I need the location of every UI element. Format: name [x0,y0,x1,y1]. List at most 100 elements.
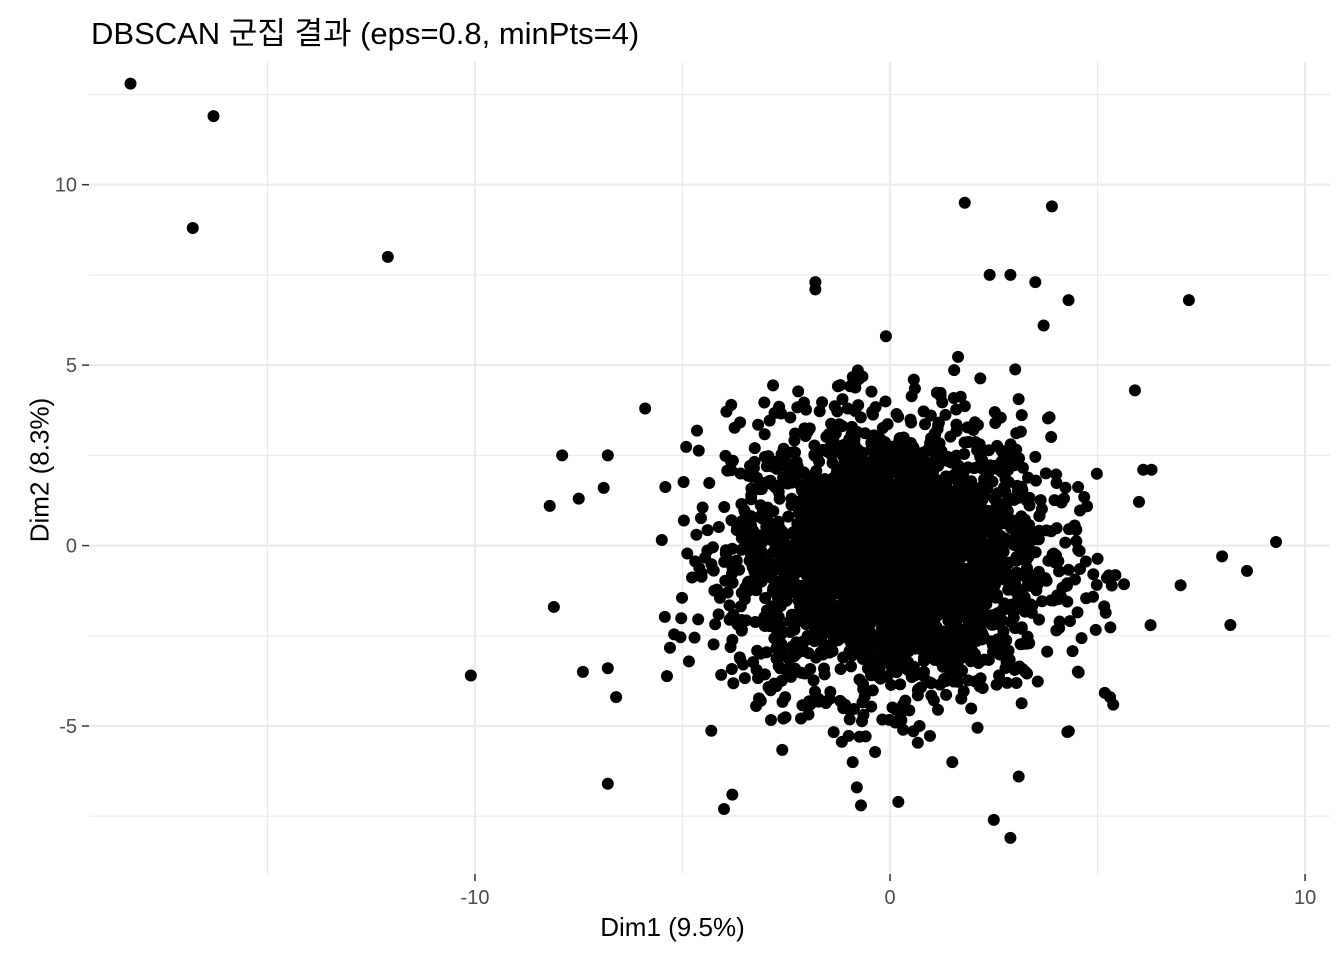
cluster-point [932,418,945,431]
cluster-point [881,506,894,519]
cluster-point [870,552,883,565]
cluster-point [856,597,869,610]
cluster-point [936,396,949,409]
cluster-point [675,612,688,625]
cluster-point [899,694,912,707]
cluster-point [952,350,965,363]
cluster-point [1045,430,1058,443]
cluster-point [875,562,888,575]
cluster-point [764,714,777,727]
cluster-point [682,655,695,668]
cluster-point [924,584,937,597]
cluster-point [735,623,748,636]
cluster-point [1009,622,1022,635]
cluster-point [725,398,738,411]
cluster-point [817,528,830,541]
cluster-point [808,630,821,643]
cluster-point [894,479,907,492]
cluster-point [758,428,771,441]
cluster-point [838,571,851,584]
cluster-point [751,644,764,657]
data-point [983,268,996,281]
cluster-point [658,610,671,623]
cluster-point [1073,545,1086,558]
cluster-point [1001,676,1014,689]
cluster-point [965,702,978,715]
cluster-point [1104,621,1117,634]
cluster-point [1014,425,1027,438]
cluster-point [902,532,915,545]
cluster-point [972,581,985,594]
cluster-point [1034,494,1047,507]
cluster-point [991,607,1004,620]
cluster-point [1066,645,1079,658]
data-point [601,662,614,675]
cluster-point [1016,461,1029,474]
cluster-point [858,690,871,703]
cluster-point [954,390,967,403]
data-point [987,813,1000,826]
cluster-point [1028,533,1041,546]
cluster-point [918,665,931,678]
data-point [846,756,859,769]
cluster-point [978,473,991,486]
y-axis-label: Dim2 (8.3%) [24,397,55,543]
cluster-point [821,495,834,508]
cluster-point [881,418,894,431]
cluster-point [757,572,770,585]
data-point [1062,294,1075,307]
cluster-point [976,485,989,498]
y-tick-label: 5 [66,355,77,377]
cluster-point [762,507,775,520]
cluster-point [969,436,982,449]
cluster-point [752,672,765,685]
cluster-point [940,688,953,701]
cluster-point [924,409,937,422]
cluster-point [800,566,813,579]
cluster-point [905,640,918,653]
cluster-point [978,653,991,666]
cluster-point [944,430,957,443]
cluster-point [907,660,920,673]
cluster-point [1050,476,1063,489]
cluster-point [960,589,973,602]
cluster-point [1050,522,1063,535]
cluster-point [1144,619,1157,632]
cluster-point [781,477,794,490]
cluster-point [990,589,1003,602]
cluster-point [712,608,725,621]
cluster-point [1047,594,1060,607]
cluster-point [897,723,910,736]
cluster-point [668,628,681,641]
cluster-point [884,678,897,691]
cluster-point [784,411,797,424]
cluster-point [904,503,917,516]
cluster-point [725,464,738,477]
cluster-point [692,444,705,457]
cluster-point [952,502,965,515]
cluster-point [1015,600,1028,613]
cluster-point [993,497,1006,510]
cluster-point [942,633,955,646]
cluster-point [745,527,758,540]
cluster-point [1052,555,1065,568]
cluster-point [843,433,856,446]
cluster-point [979,538,992,551]
cluster-point [861,577,874,590]
cluster-point [1035,503,1048,516]
cluster-point [795,666,808,679]
cluster-point [775,637,788,650]
cluster-point [755,555,768,568]
cluster-point [819,697,832,710]
cluster-point [967,493,980,506]
cluster-point [782,458,795,471]
cluster-point [725,567,738,580]
cluster-point [898,457,911,470]
cluster-point [857,708,870,721]
cluster-point [726,454,739,467]
cluster-point [928,596,941,609]
data-point [1182,294,1195,307]
cluster-point [800,584,813,597]
data-point [547,600,560,613]
cluster-point [882,610,895,623]
